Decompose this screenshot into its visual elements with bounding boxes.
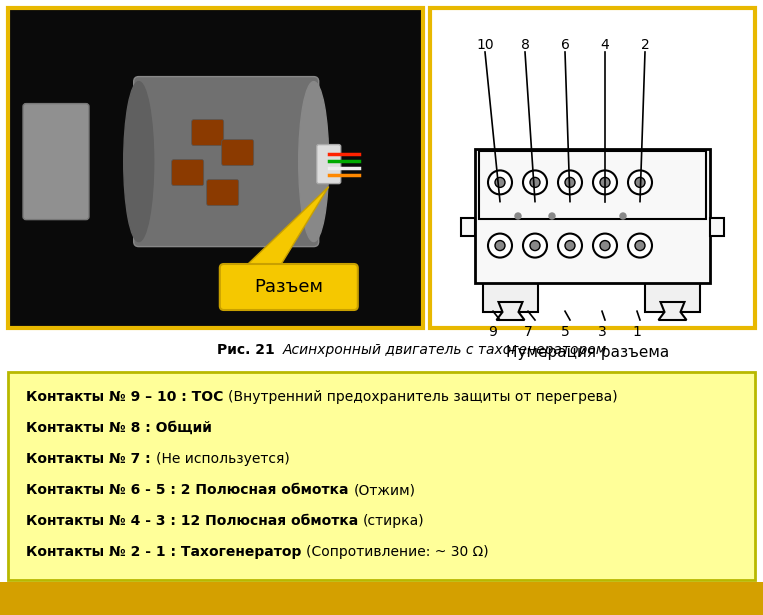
Text: (Не используется): (Не используется)	[156, 452, 289, 466]
Text: 1: 1	[633, 325, 642, 339]
Circle shape	[549, 213, 555, 219]
FancyBboxPatch shape	[207, 180, 239, 205]
Text: (Внутренний предохранитель защиты от перегрева): (Внутренний предохранитель защиты от пер…	[228, 390, 618, 404]
Bar	[0, 582, 763, 615]
Bar	[710, 218, 724, 236]
Text: 10: 10	[476, 38, 494, 52]
Ellipse shape	[298, 82, 329, 242]
Circle shape	[530, 240, 540, 250]
Text: 2: 2	[641, 38, 649, 52]
Bar	[645, 283, 700, 312]
Text: 6: 6	[561, 38, 569, 52]
Bar	[461, 218, 475, 236]
Text: Асинхронный двигатель с тахогенератором: Асинхронный двигатель с тахогенератором	[283, 343, 607, 357]
FancyBboxPatch shape	[192, 119, 224, 146]
Text: (стирка): (стирка)	[363, 514, 425, 528]
Text: 9: 9	[488, 325, 497, 339]
Circle shape	[558, 170, 582, 194]
FancyBboxPatch shape	[172, 160, 204, 186]
Circle shape	[593, 234, 617, 258]
Circle shape	[593, 170, 617, 194]
Polygon shape	[658, 302, 687, 320]
FancyBboxPatch shape	[220, 264, 358, 310]
Circle shape	[523, 234, 547, 258]
Circle shape	[628, 234, 652, 258]
Text: 7: 7	[523, 325, 533, 339]
Circle shape	[565, 177, 575, 188]
Bar	[483, 283, 538, 312]
Text: Контакты № 8 : Общий: Контакты № 8 : Общий	[26, 421, 212, 435]
Circle shape	[635, 177, 645, 188]
Circle shape	[495, 240, 505, 250]
Circle shape	[495, 177, 505, 188]
Circle shape	[600, 240, 610, 250]
Circle shape	[515, 213, 521, 219]
Circle shape	[620, 213, 626, 219]
Text: 5: 5	[561, 325, 569, 339]
Circle shape	[558, 234, 582, 258]
Polygon shape	[244, 186, 329, 268]
Bar	[475, 149, 710, 283]
Circle shape	[523, 170, 547, 194]
Text: Контакты № 2 - 1 : Тахогенератор: Контакты № 2 - 1 : Тахогенератор	[26, 545, 306, 559]
Text: Рис. 21: Рис. 21	[217, 343, 280, 357]
Text: (Сопротивление: ~ 30 Ω): (Сопротивление: ~ 30 Ω)	[306, 545, 489, 559]
Polygon shape	[497, 302, 524, 320]
Text: Контакты № 6 - 5 : 2 Полюсная обмотка: Контакты № 6 - 5 : 2 Полюсная обмотка	[26, 483, 353, 497]
Text: 8: 8	[520, 38, 530, 52]
FancyBboxPatch shape	[8, 372, 755, 580]
Bar	[430, 8, 755, 328]
FancyBboxPatch shape	[317, 145, 341, 184]
Circle shape	[565, 240, 575, 250]
Circle shape	[628, 170, 652, 194]
Bar	[479, 151, 706, 219]
Text: Разъем: Разъем	[254, 278, 324, 296]
Text: (Отжим): (Отжим)	[353, 483, 415, 497]
Circle shape	[600, 177, 610, 188]
Circle shape	[488, 170, 512, 194]
Circle shape	[635, 240, 645, 250]
Text: 4: 4	[600, 38, 610, 52]
Text: Контакты № 9 – 10 : ТОС: Контакты № 9 – 10 : ТОС	[26, 390, 228, 404]
Text: Контакты № 4 - 3 : 12 Полюсная обмотка: Контакты № 4 - 3 : 12 Полюсная обмотка	[26, 514, 363, 528]
Circle shape	[530, 177, 540, 188]
FancyBboxPatch shape	[222, 140, 254, 165]
Bar	[8, 8, 423, 328]
Ellipse shape	[124, 82, 153, 242]
FancyBboxPatch shape	[23, 103, 89, 220]
FancyBboxPatch shape	[134, 77, 319, 247]
Text: Нумерация разъема: Нумерация разъема	[506, 345, 669, 360]
Text: Контакты № 7 :: Контакты № 7 :	[26, 452, 156, 466]
Circle shape	[488, 234, 512, 258]
Text: 3: 3	[597, 325, 607, 339]
